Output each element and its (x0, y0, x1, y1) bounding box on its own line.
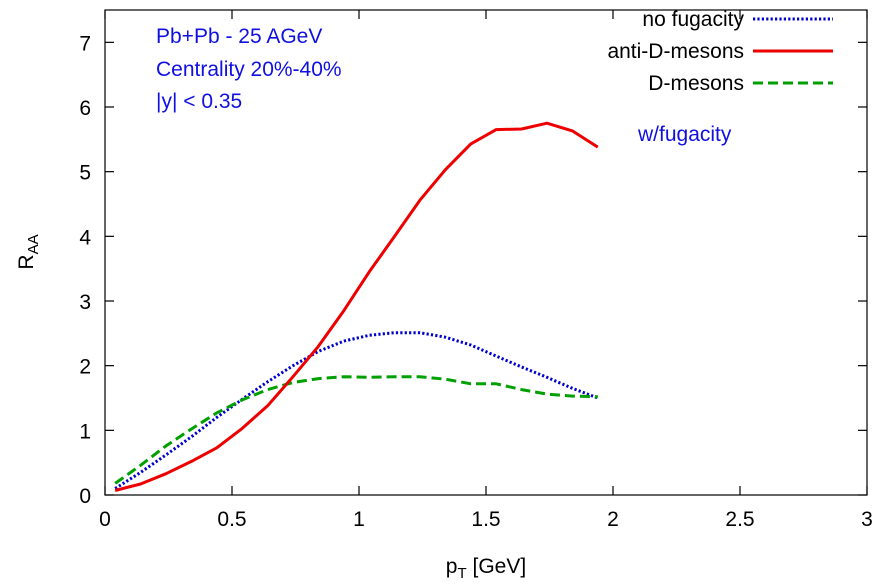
series-line-2 (114, 375, 598, 485)
legend-label: D-mesons (648, 72, 744, 95)
annotation-rapidity: |y| < 0.35 (156, 90, 242, 113)
x-tick-label: 1.5 (471, 508, 500, 531)
x-tick-label: 2.5 (725, 508, 754, 531)
legend: no fugacity anti-D-mesons D-mesons (607, 8, 833, 95)
axis-ticks: 0 0.5 1 1.5 2 2.5 3 0 1 2 3 4 5 6 7 (79, 10, 873, 531)
x-tick-label: 0.5 (217, 508, 246, 531)
y-tick-label: 6 (79, 97, 91, 120)
annotation-centrality: Centrality 20%-40% (156, 58, 342, 81)
x-axis-label-unit: [GeV] (467, 555, 527, 578)
x-axis-label: pT [GeV] (446, 555, 526, 582)
x-axis-label-main: p (446, 555, 458, 578)
y-tick-label: 0 (79, 485, 91, 508)
y-tick-label: 5 (79, 162, 91, 185)
x-tick-label: 2 (607, 508, 619, 531)
x-axis-label-sub: T (457, 565, 466, 582)
x-tick-label: 3 (861, 508, 873, 531)
plot-frame (104, 9, 868, 496)
y-axis-label: RAA (15, 234, 42, 269)
y-tick-label: 4 (79, 226, 91, 249)
y-tick-label: 7 (79, 32, 91, 55)
annotation-fugacity: w/fugacity (637, 123, 732, 146)
y-tick-label: 1 (79, 420, 91, 443)
x-tick-label: 1 (353, 508, 365, 531)
legend-label: anti-D-mesons (607, 40, 744, 63)
y-axis-label-sub: AA (25, 234, 42, 254)
series-line-0 (114, 331, 599, 490)
series-line-1 (114, 121, 599, 492)
y-tick-label: 2 (79, 356, 91, 379)
y-axis-label-main: R (15, 254, 38, 269)
legend-label: no fugacity (642, 8, 744, 31)
annotation-system: Pb+Pb - 25 AGeV (156, 25, 322, 48)
y-tick-label: 3 (79, 291, 91, 314)
plot-area (114, 121, 599, 492)
x-tick-label: 0 (99, 508, 111, 531)
